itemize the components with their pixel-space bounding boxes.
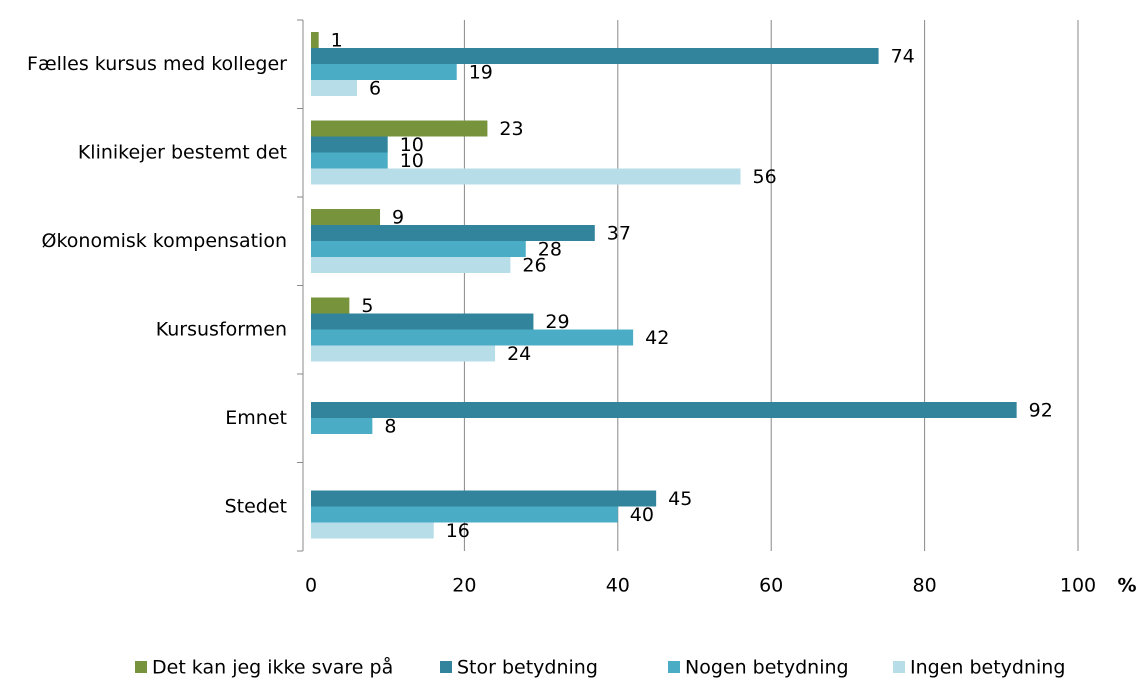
x-tick-label: 40: [606, 575, 630, 597]
value-label: 16: [446, 520, 470, 542]
bar: [311, 80, 358, 96]
bar: [311, 418, 373, 434]
x-tick-label: 0: [305, 575, 317, 597]
bar: [311, 345, 496, 362]
x-tick-label: 60: [759, 575, 783, 597]
bar: [311, 136, 388, 153]
value-label: 28: [538, 239, 562, 261]
legend-label: Stor betydning: [457, 657, 598, 679]
x-tick-label: 80: [913, 575, 937, 597]
value-label: 10: [400, 134, 424, 156]
bar: [311, 152, 388, 169]
bar: [311, 64, 457, 80]
y-tick-label: Stedet: [225, 495, 287, 517]
value-label: 26: [522, 255, 546, 277]
y-tick-label: Emnet: [225, 407, 287, 429]
bar: [311, 120, 488, 137]
value-label: 1: [331, 30, 343, 52]
legend-swatch: [893, 661, 905, 673]
bar: [311, 225, 595, 241]
bar: [311, 48, 879, 64]
y-tick-label: Klinikejer bestemt det: [78, 141, 287, 163]
value-label: 8: [384, 416, 396, 438]
bar: [311, 402, 1017, 418]
bar: [311, 209, 381, 225]
value-label: 6: [369, 78, 381, 100]
x-unit: %: [1117, 575, 1136, 597]
value-label: 92: [1029, 400, 1053, 422]
value-label: 29: [545, 311, 569, 333]
bar: [311, 257, 511, 273]
x-tick-label: 20: [452, 575, 476, 597]
value-label: 23: [499, 118, 523, 140]
bar: [311, 522, 434, 539]
value-label: 24: [507, 343, 531, 365]
bar: [311, 506, 618, 523]
legend-swatch: [135, 661, 147, 673]
legend-label: Ingen betydning: [910, 657, 1065, 679]
legend-swatch: [668, 661, 680, 673]
y-tick-label: Økonomisk kompensation: [42, 230, 288, 252]
y-tick-label: Kursusformen: [156, 318, 287, 340]
legend-swatch: [440, 661, 452, 673]
bar: [311, 241, 526, 257]
value-label: 9: [392, 207, 404, 229]
value-label: 45: [668, 488, 692, 510]
value-label: 19: [469, 62, 493, 84]
value-label: 10: [400, 150, 424, 172]
bar: [311, 490, 657, 507]
bar: [311, 329, 634, 346]
x-tick-label: 100: [1060, 575, 1096, 597]
legend-label: Nogen betydning: [685, 657, 849, 679]
value-label: 56: [753, 166, 777, 188]
value-label: 40: [630, 504, 654, 526]
value-label: 42: [645, 327, 669, 349]
legend-label: Det kan jeg ikke svare på: [152, 656, 393, 679]
y-tick-label: Fælles kursus med kolleger: [27, 53, 287, 75]
value-label: 74: [891, 46, 915, 68]
value-label: 5: [361, 295, 373, 317]
bar: [311, 313, 534, 330]
value-label: 37: [607, 223, 631, 245]
bar: [311, 297, 350, 314]
bar: [311, 168, 741, 185]
bar: [311, 32, 319, 48]
